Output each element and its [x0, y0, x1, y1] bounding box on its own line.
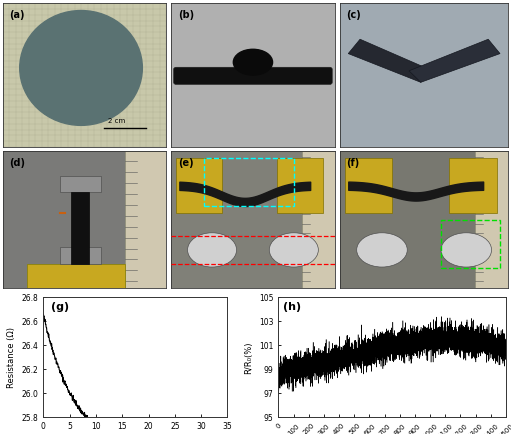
Bar	[475, 152, 508, 289]
Text: 2 cm: 2 cm	[108, 118, 126, 124]
Text: (f): (f)	[346, 158, 360, 168]
Polygon shape	[409, 40, 500, 83]
Y-axis label: R/R₀(%): R/R₀(%)	[245, 341, 253, 373]
Ellipse shape	[234, 50, 272, 76]
Ellipse shape	[441, 233, 492, 267]
Bar	[302, 152, 335, 289]
Bar	[60, 247, 101, 264]
Text: (d): (d)	[9, 158, 25, 168]
Ellipse shape	[269, 233, 318, 267]
FancyBboxPatch shape	[174, 68, 332, 85]
Bar	[125, 152, 166, 289]
Bar	[277, 159, 323, 214]
Bar	[450, 159, 497, 214]
Text: (a): (a)	[9, 10, 25, 20]
Text: (g): (g)	[51, 301, 69, 311]
Text: (b): (b)	[178, 10, 194, 20]
Bar	[176, 159, 222, 214]
Bar	[27, 264, 125, 289]
Text: (h): (h)	[283, 301, 301, 311]
Text: (e): (e)	[178, 158, 193, 168]
Text: (c): (c)	[346, 10, 361, 20]
Ellipse shape	[188, 233, 237, 267]
Y-axis label: Resistance (Ω): Resistance (Ω)	[7, 326, 16, 388]
Bar	[345, 159, 392, 214]
Bar	[204, 159, 294, 207]
Bar	[60, 177, 101, 193]
Ellipse shape	[357, 233, 407, 267]
Bar	[71, 193, 89, 264]
Ellipse shape	[20, 11, 143, 126]
Bar	[441, 220, 500, 268]
Polygon shape	[349, 40, 433, 83]
